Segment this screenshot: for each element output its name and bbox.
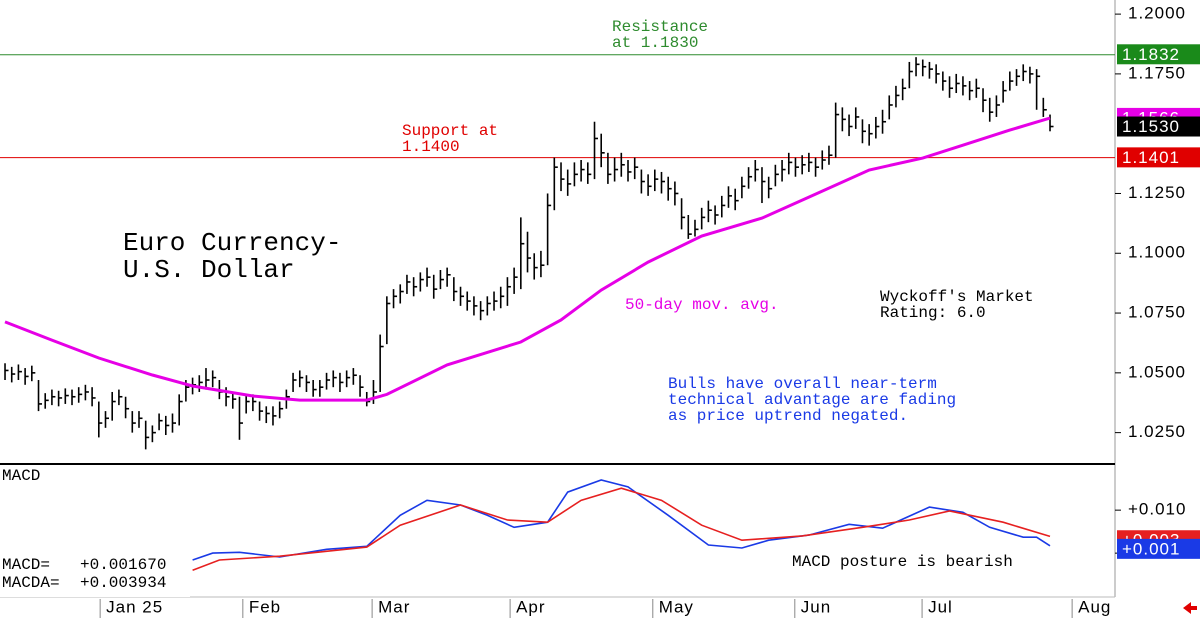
annotation: Rating: 6.0 bbox=[880, 304, 986, 322]
value-marker-label: 1.1401 bbox=[1122, 148, 1180, 167]
y-tick-label: 1.1750 bbox=[1128, 63, 1186, 82]
support-label: 1.1400 bbox=[402, 138, 460, 156]
value-marker bbox=[1117, 44, 1200, 65]
annotation: as price uptrend negated. bbox=[668, 407, 908, 425]
y-tick-label: 1.1250 bbox=[1128, 183, 1186, 202]
y-tick-label: 1.0250 bbox=[1128, 422, 1186, 441]
x-tick-label: May bbox=[659, 597, 694, 616]
y-tick-label: 1.0750 bbox=[1128, 303, 1186, 322]
chart-title: U.S. Dollar bbox=[123, 255, 295, 285]
value-marker-label: 1.1832 bbox=[1122, 45, 1180, 64]
annotation: Wyckoff's Market bbox=[880, 288, 1034, 306]
readout-box bbox=[0, 554, 190, 597]
x-tick-label: Jan 25 bbox=[106, 597, 163, 616]
panel-title: MACD bbox=[2, 467, 40, 485]
legend-label: MACD= bbox=[2, 556, 50, 574]
scroll-arrow[interactable] bbox=[1183, 602, 1197, 614]
y-tick-label: +0.010 bbox=[1128, 500, 1186, 519]
x-tick-label: Mar bbox=[378, 597, 410, 616]
legend-value: +0.001670 bbox=[80, 556, 166, 574]
y-tick-label: 1.1000 bbox=[1128, 243, 1186, 262]
data-layer bbox=[4, 57, 1054, 572]
series-label: 50-day mov. avg. bbox=[625, 296, 779, 314]
support-label: Support at bbox=[402, 122, 498, 140]
x-tick-label: Jul bbox=[928, 597, 953, 616]
annotation: MACD posture is bearish bbox=[792, 553, 1013, 571]
chart-title: Euro Currency- bbox=[123, 228, 341, 258]
resistance-label: Resistance bbox=[612, 18, 708, 36]
value-marker bbox=[1117, 147, 1200, 168]
value-marker bbox=[1117, 116, 1200, 137]
x-tick-label: Jun bbox=[801, 597, 831, 616]
value-marker-label: +0.001 bbox=[1122, 539, 1180, 558]
legend-label: MACDA= bbox=[2, 574, 60, 592]
y-tick-label: 1.2000 bbox=[1128, 4, 1186, 23]
x-tick-label: Feb bbox=[249, 597, 281, 616]
series-line bbox=[4, 116, 1051, 402]
y-tick-label: 1.0500 bbox=[1128, 362, 1186, 381]
annotation-layer: Euro Currency- U.S. Dollar Resistance at… bbox=[0, 18, 1197, 614]
value-marker bbox=[1117, 538, 1200, 559]
legend-value: +0.003934 bbox=[80, 574, 166, 592]
x-tick-label: Aug bbox=[1078, 597, 1111, 616]
series-line bbox=[192, 487, 1051, 572]
value-marker-label: 1.1530 bbox=[1122, 117, 1180, 136]
annotation: Bulls have overall near-term bbox=[668, 375, 937, 393]
resistance-label: at 1.1830 bbox=[612, 34, 698, 52]
annotation: technical advantage are fading bbox=[668, 391, 956, 409]
x-tick-label: Apr bbox=[516, 597, 545, 616]
series-line bbox=[192, 479, 1051, 561]
